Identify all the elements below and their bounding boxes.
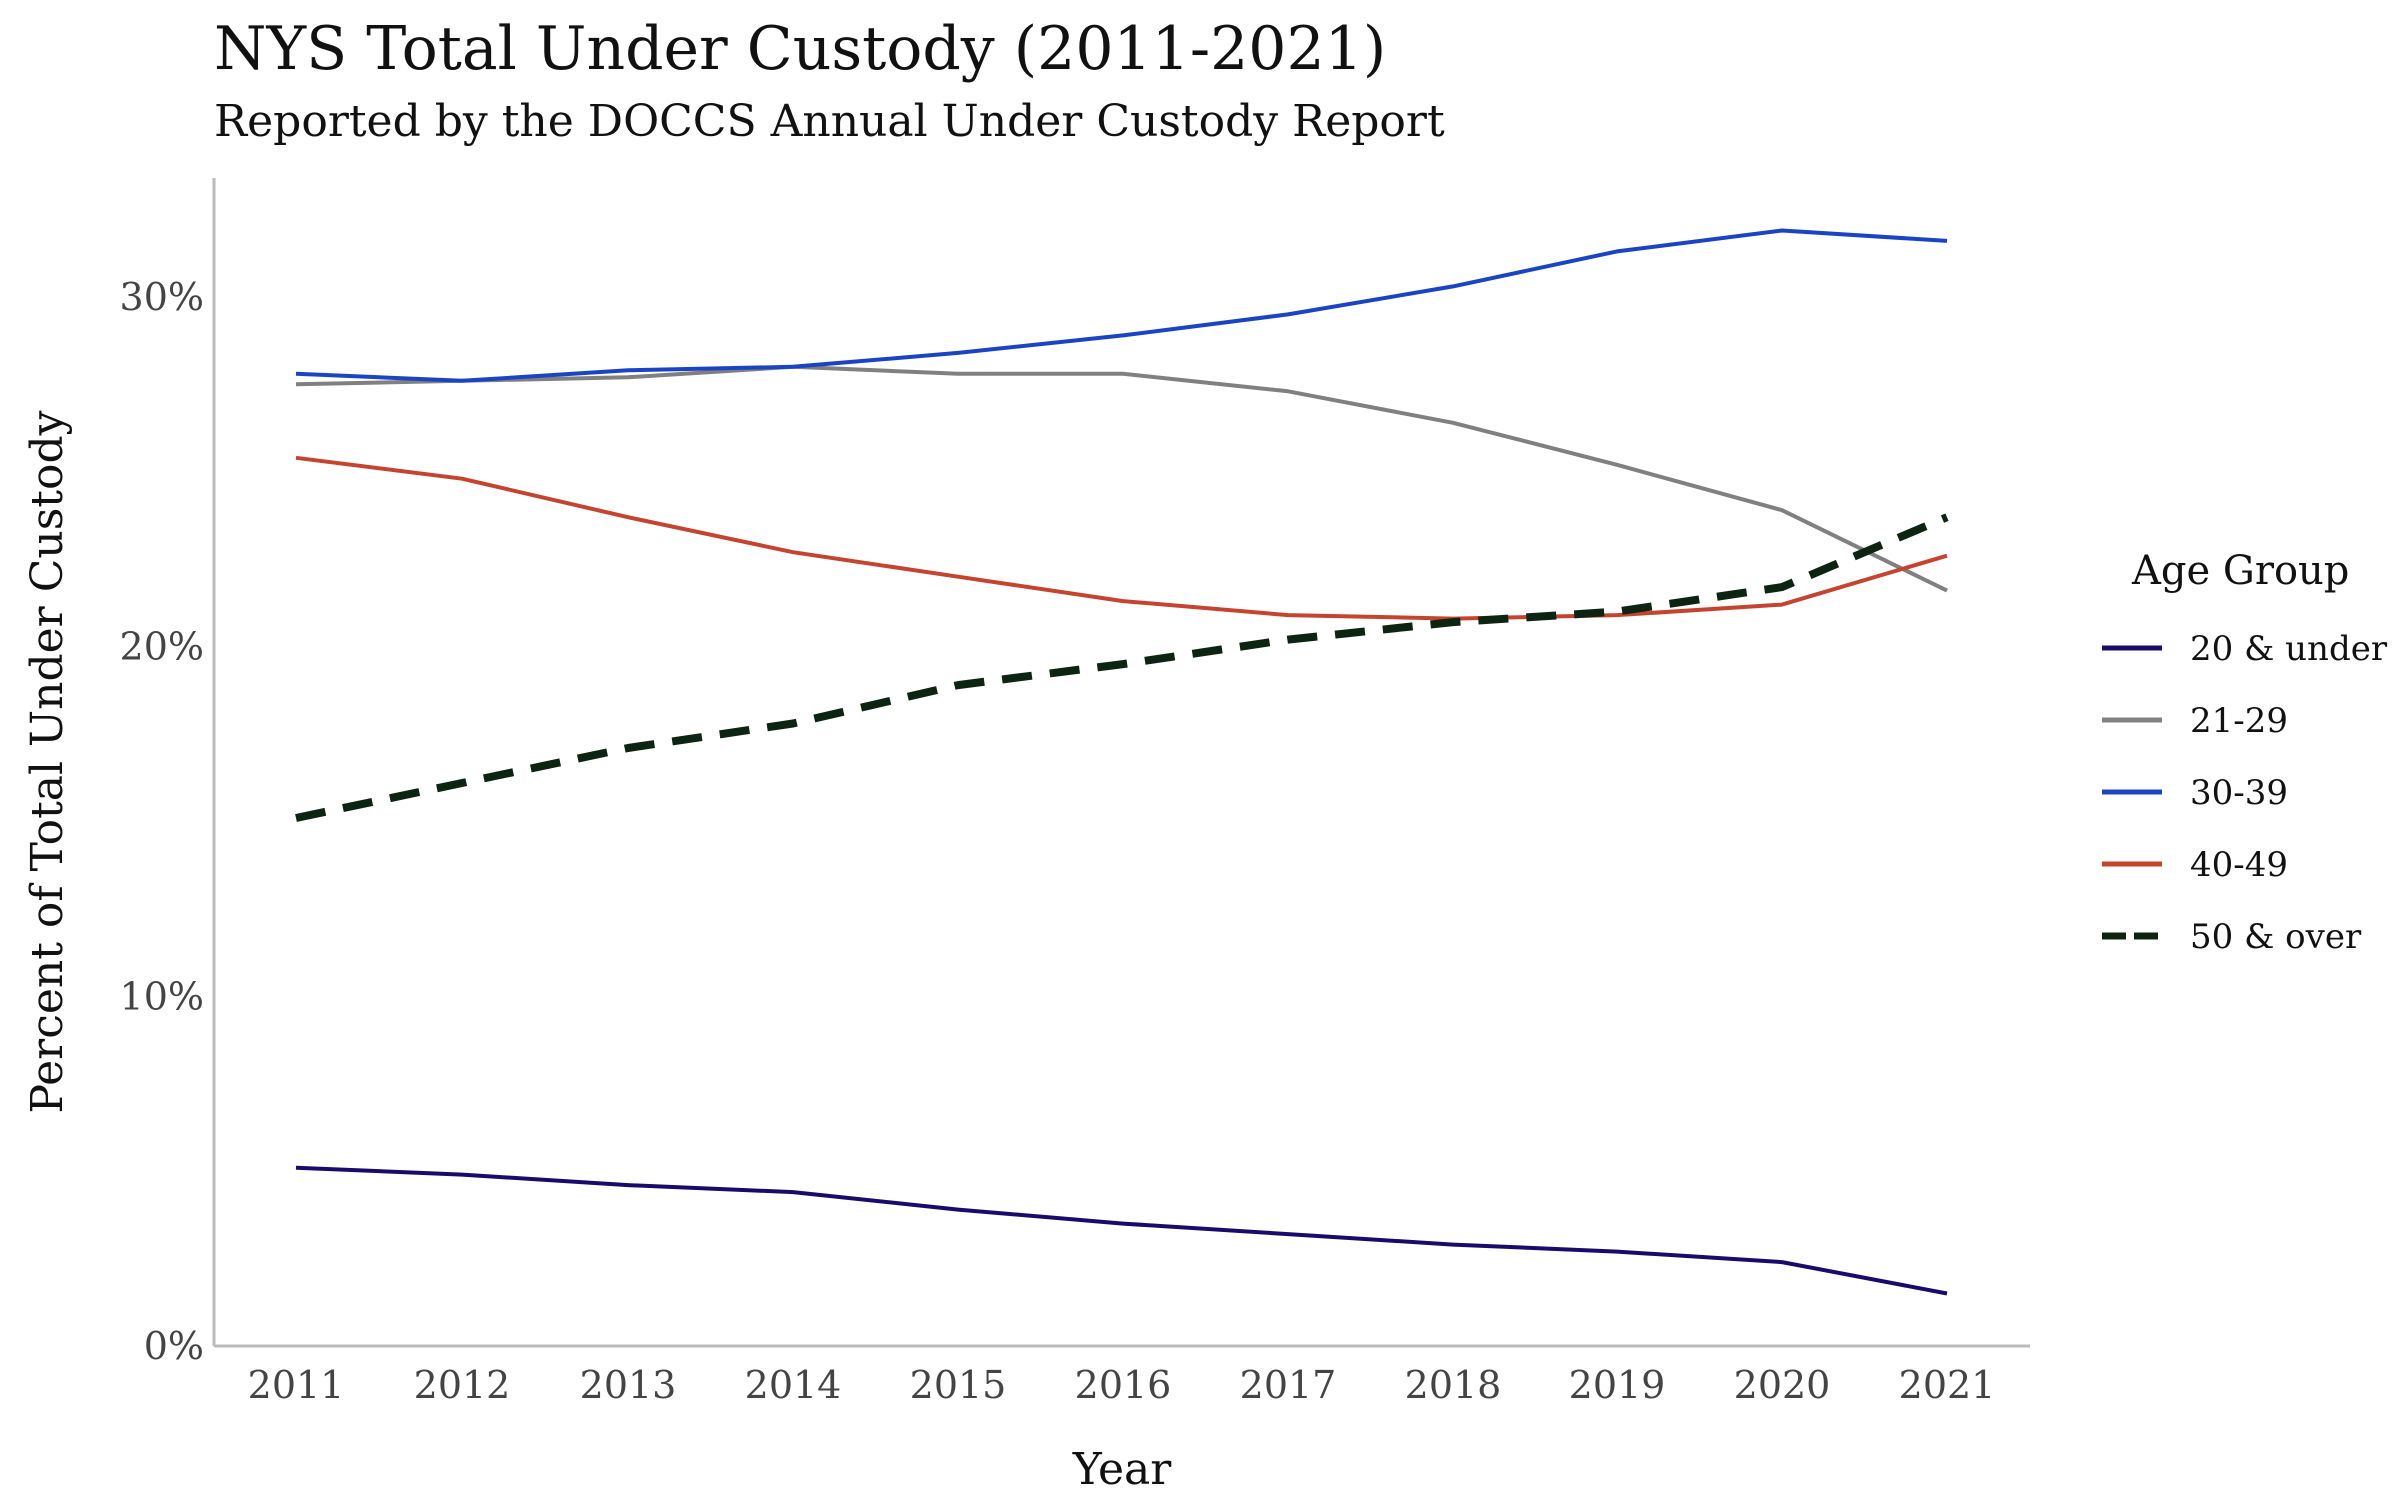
chart-title: NYS Total Under Custody (2011-2021) xyxy=(214,14,1387,84)
legend-label: 40-49 xyxy=(2190,845,2288,885)
x-tick-label: 2020 xyxy=(1734,1363,1831,1407)
x-tick-label: 2019 xyxy=(1569,1363,1666,1407)
x-tick-label: 2014 xyxy=(745,1363,842,1407)
legend-label: 50 & over xyxy=(2190,917,2362,957)
series-line-21-29 xyxy=(295,364,1948,593)
x-tick-label: 2015 xyxy=(910,1363,1007,1407)
x-tick-label: 2013 xyxy=(580,1363,677,1407)
x-tick-label: 2016 xyxy=(1075,1363,1172,1407)
x-axis-title: Year xyxy=(1072,1444,1172,1495)
series-line-20-under xyxy=(295,1165,1948,1296)
series-line-50-over xyxy=(295,513,1949,822)
series-line-30-39 xyxy=(295,228,1948,383)
y-tick-label: 10% xyxy=(120,974,204,1018)
y-tick-label: 20% xyxy=(120,625,204,669)
y-tick-label: 30% xyxy=(120,275,204,319)
x-tick-label: 2018 xyxy=(1405,1363,1502,1407)
legend: Age Group 20 & under 21-29 30-39 40-49 50 & … xyxy=(2102,548,2388,957)
y-axis-title: Percent of Total Under Custody xyxy=(22,410,73,1113)
legend-label: 30-39 xyxy=(2190,773,2288,813)
x-tick-label: 2021 xyxy=(1899,1363,1996,1407)
y-tick-labels: 0% 10% 20% 30% xyxy=(120,275,204,1368)
x-tick-label: 2011 xyxy=(248,1363,345,1407)
x-tick-label: 2012 xyxy=(414,1363,511,1407)
legend-label: 20 & under xyxy=(2190,629,2388,669)
x-tick-label: 2017 xyxy=(1240,1363,1337,1407)
legend-label: 21-29 xyxy=(2190,701,2288,741)
x-tick-labels: 2011 2012 2013 2014 2015 2016 2017 2018 2019 2020… xyxy=(248,1363,1996,1407)
series-line-40-49 xyxy=(295,455,1948,621)
legend-title: Age Group xyxy=(2131,548,2349,594)
y-tick-label: 0% xyxy=(144,1324,204,1368)
chart-subtitle: Reported by the DOCCS Annual Under Custo… xyxy=(214,96,1445,147)
series-lines xyxy=(295,228,1949,1296)
